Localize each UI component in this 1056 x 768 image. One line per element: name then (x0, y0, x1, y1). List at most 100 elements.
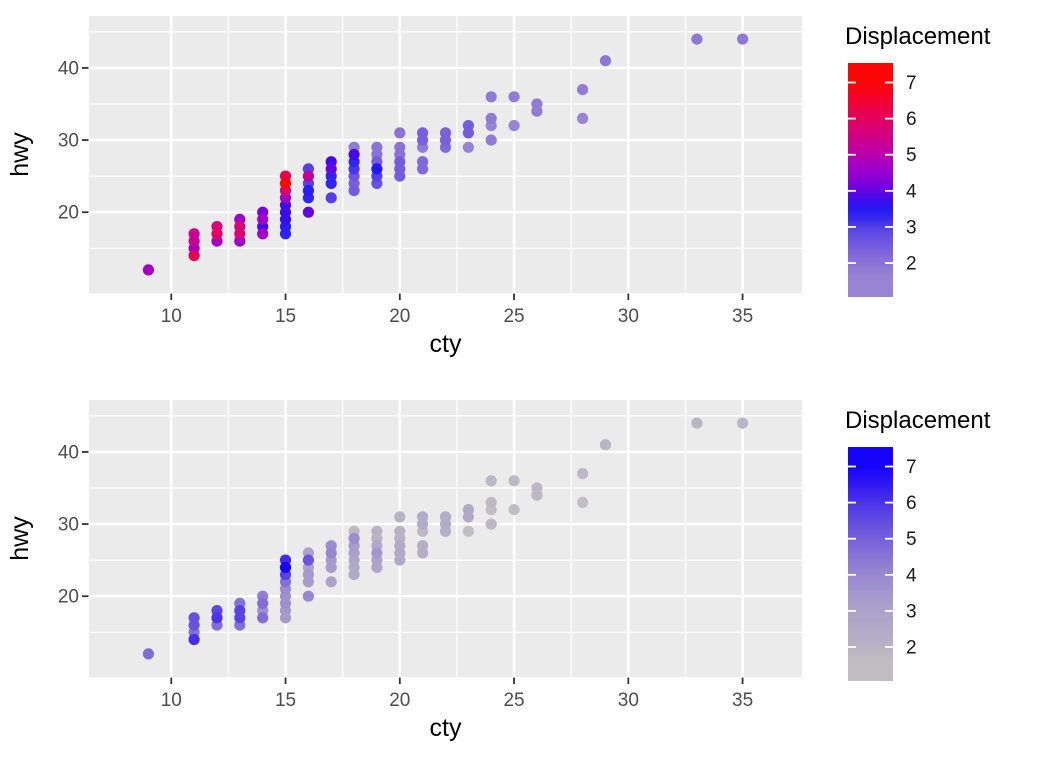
y-axis-tick-label: 20 (58, 587, 79, 608)
x-axis-tick-label: 30 (618, 690, 639, 711)
data-point (302, 554, 314, 566)
x-axis-tick-label: 20 (389, 306, 410, 327)
legend-tick-label: 5 (906, 145, 917, 166)
legend-gradient-bar (848, 447, 893, 681)
data-point (188, 228, 200, 240)
data-point (371, 525, 383, 537)
data-point (439, 511, 452, 523)
x-axis-tick-label: 35 (732, 306, 753, 327)
data-point (348, 148, 360, 161)
x-axis-tick-label: 15 (275, 306, 296, 327)
data-point (577, 84, 589, 96)
data-point (508, 120, 520, 132)
data-point (462, 120, 474, 132)
data-point (394, 540, 406, 552)
data-point (371, 163, 383, 175)
scatter-plot-top: 10 15 20 25 30 35 20 30 40 cty hwy Displacement 7 6 5 4… (6, 16, 991, 358)
data-point (599, 439, 612, 451)
data-point (462, 141, 474, 153)
plot-panel (89, 400, 802, 677)
data-point (279, 177, 292, 189)
data-point (257, 213, 269, 225)
x-axis-tick-label: 10 (161, 690, 182, 711)
data-point (211, 612, 223, 624)
y-axis-tick-label: 30 (58, 131, 79, 152)
y-axis-tick-label: 40 (58, 442, 79, 463)
legend-tick-label: 6 (906, 493, 917, 514)
legend-tick-label: 3 (906, 601, 917, 622)
data-point (417, 511, 429, 523)
legend-tick-label: 6 (906, 109, 917, 130)
data-point (302, 206, 314, 218)
data-point (577, 496, 589, 508)
axis-title-x: cty (430, 330, 462, 358)
data-point (325, 163, 337, 175)
data-point (417, 540, 429, 552)
data-point (737, 417, 749, 429)
x-axis-tick-label: 25 (503, 690, 524, 711)
data-point (485, 91, 497, 103)
legend-tick-label: 4 (906, 565, 917, 586)
data-point (394, 511, 406, 523)
scatter-plot-bottom: 10 15 20 25 30 35 20 30 40 cty hwy Displacement 7 6 5 4… (6, 400, 991, 742)
data-point (485, 496, 497, 508)
data-point (439, 127, 452, 139)
y-axis-tick-label: 30 (58, 515, 79, 536)
data-point (302, 569, 314, 581)
data-point (531, 482, 543, 494)
data-point (325, 576, 337, 588)
data-point (257, 612, 269, 624)
legend-title: Displacement (845, 23, 991, 50)
axis-title-y: hwy (6, 516, 34, 561)
x-axis-tick-label: 30 (618, 306, 639, 327)
data-point (599, 55, 612, 67)
data-point (485, 475, 497, 487)
data-point (325, 192, 337, 204)
data-point (691, 417, 703, 429)
data-point (257, 228, 269, 240)
data-point (302, 590, 314, 602)
data-point (257, 597, 269, 609)
legend-gradient-bar (848, 63, 893, 297)
legend-tick-label: 2 (906, 638, 917, 659)
axis-title-x: cty (430, 714, 462, 742)
data-point (211, 228, 223, 240)
data-point (417, 127, 429, 139)
data-point (462, 525, 474, 537)
legend-tick-label: 5 (906, 529, 917, 550)
data-point (394, 525, 406, 537)
y-axis-tick-label: 40 (58, 58, 79, 79)
data-point (371, 141, 383, 153)
data-point (279, 561, 292, 573)
data-point (188, 612, 200, 624)
data-point (691, 33, 703, 45)
axis-title-y: hwy (6, 132, 34, 177)
data-point (234, 605, 246, 617)
data-point (394, 127, 406, 139)
data-point (508, 475, 520, 487)
data-point (188, 633, 200, 646)
data-point (394, 141, 406, 153)
data-point (302, 185, 314, 197)
data-point (188, 249, 200, 262)
data-point (142, 264, 154, 276)
x-axis-tick-label: 15 (275, 690, 296, 711)
data-point (234, 221, 246, 233)
data-point (508, 504, 520, 516)
x-axis-tick-label: 20 (389, 690, 410, 711)
data-point (485, 518, 497, 530)
y-axis-tick-label: 20 (58, 203, 79, 224)
data-point (485, 112, 497, 124)
legend-title: Displacement (845, 407, 991, 434)
legend-tick-label: 3 (906, 217, 917, 238)
data-point (462, 504, 474, 516)
data-point (577, 468, 589, 480)
data-point (348, 532, 360, 545)
data-point (142, 648, 154, 660)
data-point (371, 547, 383, 559)
legend-tick-label: 4 (906, 181, 917, 202)
legend-tick-label: 2 (906, 254, 917, 275)
data-point (737, 33, 749, 45)
data-point (348, 185, 360, 197)
